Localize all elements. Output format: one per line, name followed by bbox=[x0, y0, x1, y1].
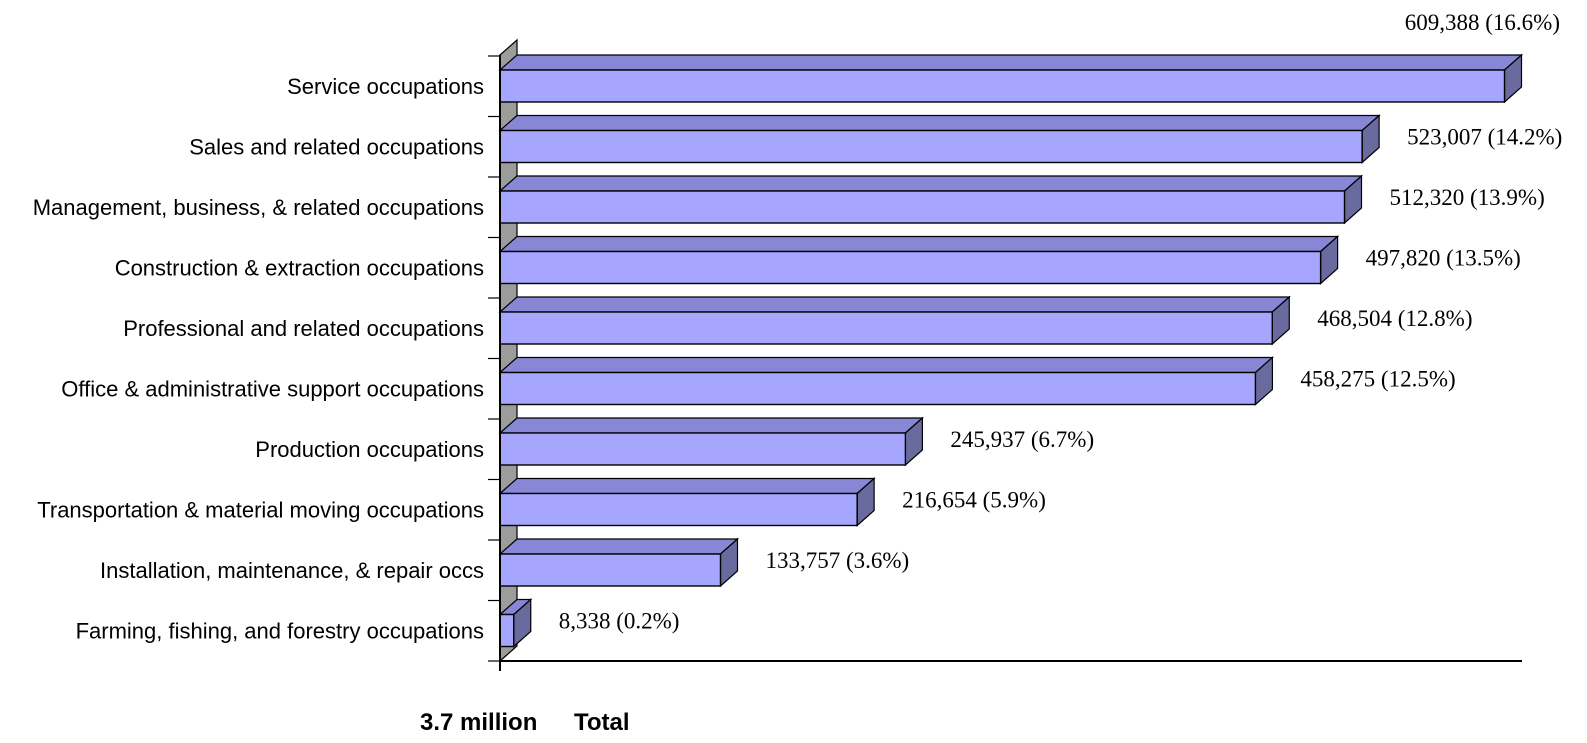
bar bbox=[499, 129, 1363, 164]
category-label: Service occupations bbox=[287, 74, 484, 99]
bar bbox=[499, 553, 722, 587]
bar-group bbox=[498, 114, 1381, 164]
data-label: 245,937 (6.7%) bbox=[950, 427, 1094, 452]
category-label: Sales and related occupations bbox=[189, 135, 484, 160]
bar-group bbox=[498, 477, 876, 527]
data-label: 216,654 (5.9%) bbox=[902, 488, 1046, 513]
data-label: 523,007 (14.2%) bbox=[1407, 125, 1562, 150]
data-label: 8,338 (0.2%) bbox=[559, 609, 680, 634]
data-labels: 609,388 (16.6%) 523,007 (14.2%) 512,320 (1… bbox=[559, 10, 1563, 634]
bar bbox=[499, 371, 1257, 406]
category-label: Construction & extraction occupations bbox=[115, 256, 484, 281]
bar-group bbox=[498, 537, 740, 588]
category-label: Professional and related occupations bbox=[123, 316, 484, 341]
bars-group bbox=[498, 53, 1524, 648]
footer-total-label: Total bbox=[574, 709, 630, 736]
data-label: 609,388 (16.6%) bbox=[1405, 10, 1560, 35]
bar-top-face bbox=[498, 356, 1275, 374]
category-label: Transportation & material moving occupat… bbox=[37, 498, 484, 523]
data-label: 133,757 (3.6%) bbox=[765, 548, 909, 573]
bar bbox=[499, 311, 1273, 345]
bar-group bbox=[498, 356, 1275, 406]
bar-group bbox=[498, 174, 1364, 225]
bar-group bbox=[498, 53, 1524, 104]
bar-group bbox=[498, 416, 924, 467]
bar bbox=[499, 190, 1346, 224]
bar-top-face bbox=[498, 114, 1381, 132]
category-label: Office & administrative support occupati… bbox=[61, 377, 484, 402]
bar bbox=[499, 432, 907, 466]
bar-top-face bbox=[498, 235, 1340, 253]
category-label: Management, business, & related occupati… bbox=[33, 195, 484, 220]
bar-top-face bbox=[498, 54, 1524, 71]
category-label: Installation, maintenance, & repair occs bbox=[100, 558, 484, 583]
category-label: Farming, fishing, and forestry occupatio… bbox=[76, 619, 484, 644]
data-label: 468,504 (12.8%) bbox=[1317, 306, 1472, 331]
data-label: 497,820 (13.5%) bbox=[1366, 246, 1521, 271]
bar bbox=[499, 69, 1506, 103]
bar-group bbox=[498, 235, 1340, 285]
bar bbox=[499, 492, 858, 527]
data-label: 512,320 (13.9%) bbox=[1390, 185, 1545, 210]
bar-top-face bbox=[498, 417, 924, 434]
bar bbox=[499, 250, 1322, 285]
bar bbox=[499, 613, 515, 648]
category-label: Production occupations bbox=[255, 437, 484, 462]
footer-total-value: 3.7 million bbox=[420, 709, 537, 736]
bar-top-face bbox=[498, 538, 740, 555]
bar-top-face bbox=[498, 296, 1291, 313]
data-label: 458,275 (12.5%) bbox=[1300, 367, 1455, 392]
category-labels: Service occupations Sales and related occ… bbox=[33, 74, 484, 644]
bar-top-face bbox=[498, 175, 1364, 192]
bar-group bbox=[498, 295, 1291, 346]
bar-group bbox=[498, 598, 533, 648]
bar-top-face bbox=[498, 477, 876, 495]
